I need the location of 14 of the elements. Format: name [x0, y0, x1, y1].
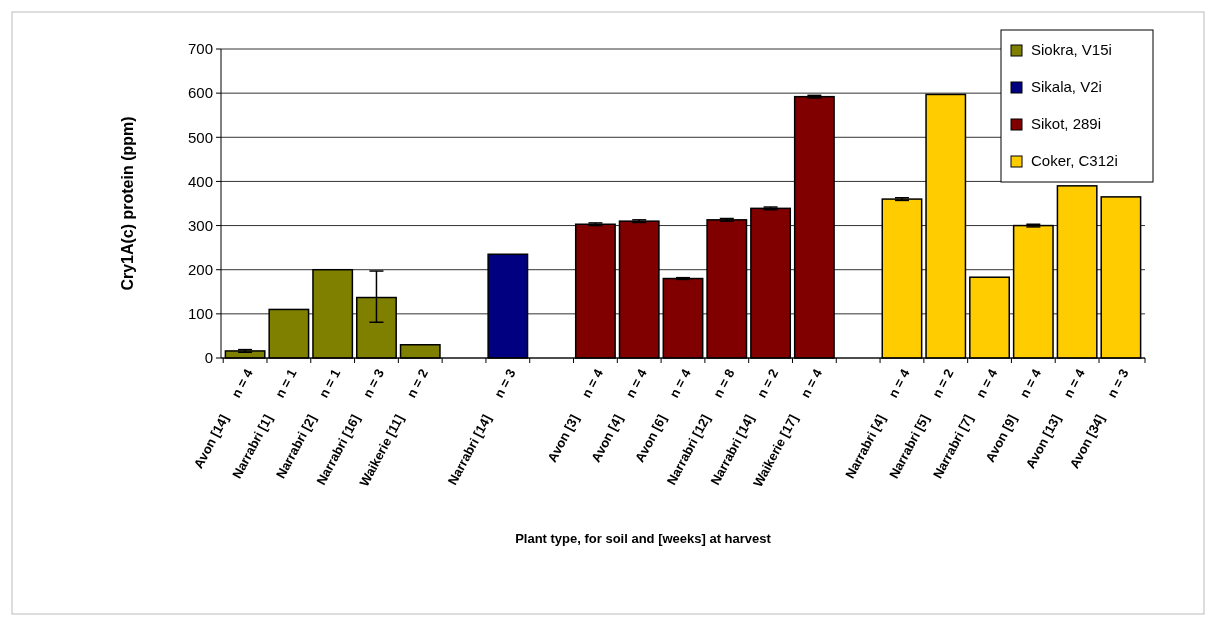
legend-label: Sikala, V2i — [1031, 78, 1102, 96]
y-tick-label: 200 — [187, 260, 213, 278]
y-tick-label: 300 — [187, 216, 213, 234]
x-axis-title: Plant type, for soil and [weeks] at harvest — [515, 531, 772, 546]
y-axis-title: Cry1A(c) protein (ppm) — [119, 116, 136, 291]
y-tick-label: 700 — [187, 40, 213, 58]
y-tick-label: 500 — [187, 128, 213, 146]
legend-label: Sikot, 289i — [1031, 115, 1102, 133]
y-tick-label: 100 — [187, 305, 213, 323]
legend-label: Coker, C312i — [1031, 152, 1118, 170]
y-tick-label: 600 — [187, 84, 213, 102]
legend-label: Siokra, V15i — [1031, 41, 1112, 59]
y-tick-label: 0 — [204, 349, 213, 367]
y-tick-label: 400 — [187, 172, 213, 190]
